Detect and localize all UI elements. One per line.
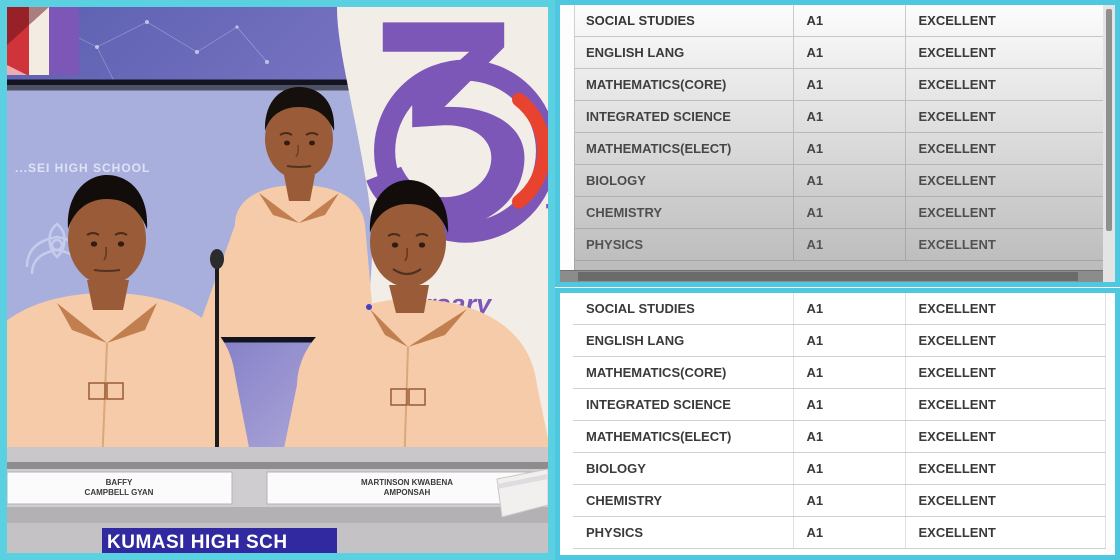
svg-text:KUMASI HIGH SCH: KUMASI HIGH SCH (107, 532, 288, 553)
svg-text:BAFFY: BAFFY (106, 478, 133, 487)
svg-text:CAMPBELL GYAN: CAMPBELL GYAN (85, 488, 154, 497)
svg-text:MARTINSON KWABENA: MARTINSON KWABENA (361, 478, 453, 487)
svg-text:th: th (546, 186, 548, 238)
svg-text:...SEI HIGH SCHOOL: ...SEI HIGH SCHOOL (15, 161, 150, 175)
svg-text:AMPONSAH: AMPONSAH (384, 488, 431, 497)
